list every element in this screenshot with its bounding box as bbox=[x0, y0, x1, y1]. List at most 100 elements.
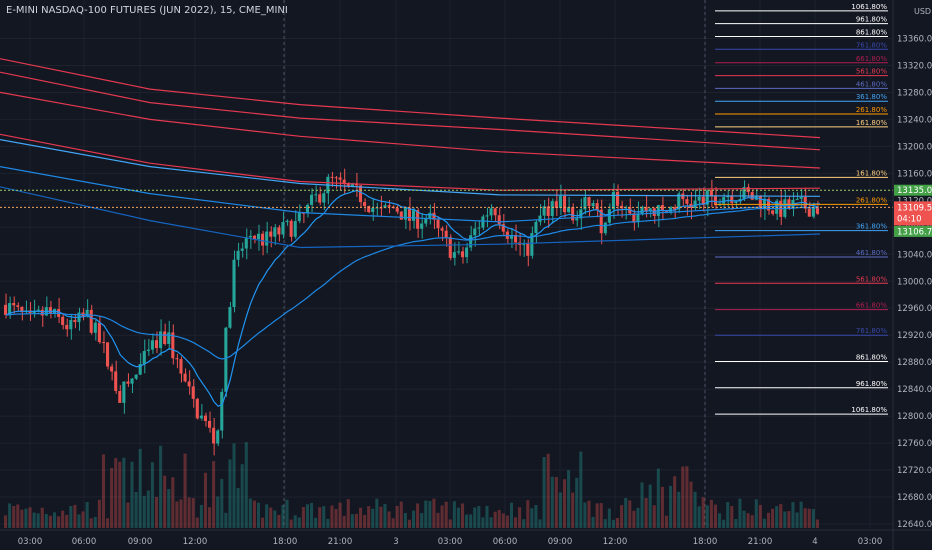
candle-body bbox=[122, 381, 126, 403]
candle-body bbox=[640, 206, 644, 214]
lower-level-badge: 13106.75 bbox=[897, 227, 932, 237]
candle-body bbox=[212, 427, 216, 444]
candle-body bbox=[526, 242, 530, 256]
volume-bar bbox=[485, 505, 489, 528]
volume-bar bbox=[134, 491, 138, 528]
volume-bar bbox=[599, 503, 603, 528]
candle-body bbox=[383, 205, 387, 208]
volume-bar bbox=[256, 502, 261, 528]
candle-body bbox=[69, 319, 73, 330]
candle-body bbox=[240, 248, 244, 251]
candle-body bbox=[305, 204, 309, 214]
candle-body bbox=[118, 390, 122, 403]
volume-bar bbox=[167, 489, 171, 528]
volume-bar bbox=[501, 513, 505, 528]
upper-level-badge-bg bbox=[894, 184, 932, 196]
price-tick-label: 13160.00 bbox=[897, 169, 932, 179]
candle-body bbox=[399, 211, 403, 220]
candle-body bbox=[485, 215, 489, 217]
volume-bar bbox=[705, 505, 709, 528]
volume-bar bbox=[673, 476, 677, 528]
volume-bar bbox=[8, 503, 12, 528]
candle-body bbox=[787, 199, 791, 209]
volume-bar bbox=[326, 518, 330, 528]
fib-level-label: 961.80% bbox=[856, 16, 887, 24]
candle-body bbox=[232, 259, 236, 308]
candle-body bbox=[542, 206, 546, 216]
volume-bar bbox=[616, 518, 620, 528]
candle-body bbox=[807, 208, 811, 217]
candle-body bbox=[371, 207, 375, 213]
fib-level-label: 661.80% bbox=[856, 55, 887, 63]
volume-bar bbox=[787, 511, 791, 528]
volume-bar bbox=[73, 504, 77, 528]
candle-body bbox=[746, 187, 750, 193]
volume-bar bbox=[248, 498, 252, 528]
candle-body bbox=[762, 199, 766, 209]
price-tick-label: 12680.00 bbox=[897, 493, 932, 503]
candle-body bbox=[171, 332, 175, 359]
candle-body bbox=[175, 358, 179, 360]
volume-bar bbox=[815, 519, 819, 528]
candle-body bbox=[228, 307, 232, 328]
volume-bar bbox=[16, 504, 20, 528]
candle-body bbox=[379, 207, 383, 209]
volume-bar bbox=[232, 443, 236, 528]
volume-bar bbox=[534, 504, 538, 528]
volume-bar bbox=[57, 516, 61, 528]
volume-bar bbox=[195, 517, 199, 528]
time-tick-label: 21:00 bbox=[748, 537, 773, 547]
candle-body bbox=[811, 207, 815, 217]
volume-bar bbox=[538, 519, 542, 528]
candle-body bbox=[771, 210, 775, 214]
volume-bar bbox=[562, 479, 567, 528]
price-tick-label: 13280.00 bbox=[897, 88, 932, 98]
candle-body bbox=[595, 203, 599, 210]
candle-body bbox=[440, 228, 444, 231]
candle-body bbox=[220, 391, 224, 431]
volume-bar bbox=[497, 509, 501, 528]
candle-body bbox=[163, 331, 167, 344]
volume-bar bbox=[632, 510, 636, 528]
candle-body bbox=[65, 324, 69, 330]
candle-body bbox=[89, 309, 93, 333]
price-tick-label: 13120.00 bbox=[897, 196, 932, 206]
volume-bar bbox=[505, 515, 509, 528]
volume-bar bbox=[575, 477, 579, 528]
fib-level-label: 561.80% bbox=[856, 275, 887, 283]
candle-body bbox=[473, 228, 477, 236]
volume-bar bbox=[460, 503, 465, 528]
candle-body bbox=[509, 235, 513, 239]
ma-red-2 bbox=[0, 71, 821, 151]
candle-body bbox=[297, 212, 301, 222]
candle-body bbox=[420, 223, 424, 229]
volume-bar bbox=[281, 504, 285, 528]
volume-bar bbox=[159, 445, 163, 528]
ma-red-4 bbox=[0, 133, 821, 191]
volume-bar bbox=[636, 507, 640, 528]
volume-bar bbox=[252, 500, 256, 528]
fib-level-label: 1061.80% bbox=[851, 3, 887, 11]
volume-bar bbox=[750, 515, 754, 528]
volume-bar bbox=[273, 510, 277, 528]
volume-bar bbox=[660, 486, 664, 528]
candle-body bbox=[632, 213, 636, 223]
candle-body bbox=[387, 205, 391, 207]
countdown-badge: 04:10 bbox=[897, 214, 922, 224]
price-tick-label: 12960.00 bbox=[897, 304, 932, 314]
candle-body bbox=[358, 185, 363, 203]
candle-body bbox=[428, 212, 432, 219]
volume-bar bbox=[261, 517, 265, 528]
volume-bar bbox=[163, 475, 167, 528]
volume-bar bbox=[624, 498, 628, 528]
candle-body bbox=[179, 359, 183, 374]
volume-bar bbox=[387, 511, 391, 528]
volume-bar bbox=[807, 508, 811, 528]
candle-body bbox=[236, 250, 240, 260]
candle-body bbox=[261, 233, 265, 246]
ma-red-1 bbox=[0, 58, 821, 139]
candle-body bbox=[652, 208, 656, 216]
candle-body bbox=[199, 415, 203, 419]
volume-bar bbox=[81, 511, 85, 528]
